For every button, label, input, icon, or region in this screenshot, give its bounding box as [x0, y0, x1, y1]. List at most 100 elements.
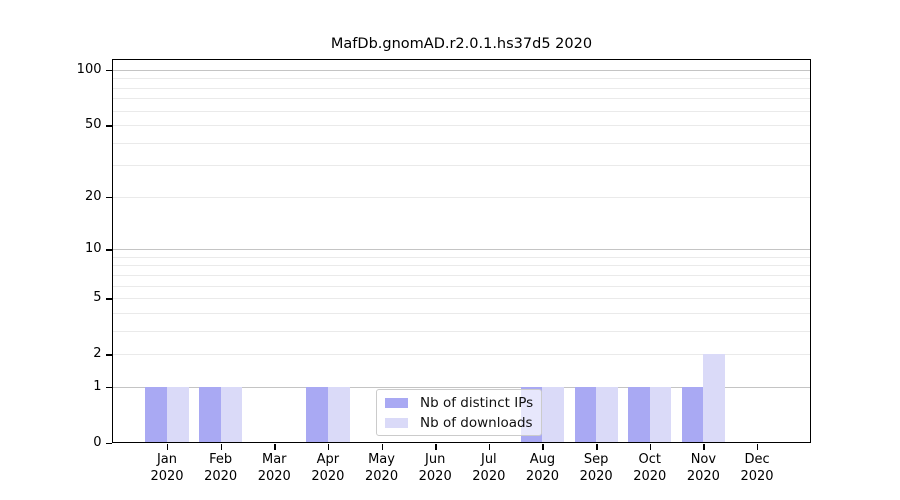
bar-apr-downloads	[327, 386, 350, 443]
x-tick-year: 2020	[311, 468, 345, 484]
x-tick-label: Jul 2020	[457, 452, 521, 485]
x-tick-month: Oct	[638, 452, 661, 467]
x-tick-label: Dec 2020	[725, 452, 789, 485]
x-tick-mark	[757, 444, 759, 450]
x-tick-year: 2020	[257, 468, 291, 484]
x-tick-year: 2020	[418, 468, 452, 484]
legend-entry-distinct-ips: Nb of distinct IPs	[377, 394, 541, 411]
x-tick-label: Nov 2020	[671, 452, 735, 485]
x-tick-year: 2020	[365, 468, 399, 484]
y-tick-mark	[105, 69, 112, 72]
y-tick-label: 5	[93, 290, 102, 306]
plot-area	[112, 59, 811, 443]
bar-jan-downloads	[167, 386, 189, 443]
gridline-minor	[112, 142, 811, 144]
y-tick-label: 1	[93, 378, 102, 394]
x-tick-mark	[220, 444, 223, 450]
legend-swatch-downloads	[385, 417, 408, 428]
gridline-major	[112, 125, 811, 127]
x-tick-mark	[167, 444, 169, 450]
x-tick-label: Sep 2020	[564, 452, 628, 485]
bar-aug-downloads	[542, 386, 565, 443]
y-tick-label: 0	[93, 435, 102, 450]
gridline-minor	[112, 98, 811, 100]
bar-sep-ips	[574, 386, 597, 443]
x-tick-mark	[435, 444, 437, 450]
gridline-minor	[112, 110, 811, 112]
gridline-major	[112, 249, 811, 251]
x-tick-mark	[381, 444, 383, 450]
x-tick-label: Jun 2020	[403, 452, 467, 485]
gridline-minor	[112, 312, 811, 314]
x-tick-label: Aug 2020	[510, 452, 574, 485]
x-tick-year: 2020	[740, 468, 774, 484]
gridline-major	[112, 196, 811, 198]
chart-title: MafDb.gnomAD.r2.0.1.hs37d5 2020	[330, 36, 593, 52]
x-tick-month: Nov	[690, 452, 717, 467]
legend-swatch-distinct-ips	[385, 397, 408, 408]
gridline-major	[112, 386, 811, 388]
x-tick-month: Aug	[529, 452, 556, 467]
bar-jan-ips	[145, 386, 167, 443]
x-tick-year: 2020	[633, 468, 667, 484]
bar-oct-downloads	[649, 386, 672, 443]
gridline-minor	[112, 87, 811, 89]
x-tick-month: Feb	[209, 452, 233, 467]
x-tick-month: May	[368, 452, 395, 467]
x-tick-mark	[542, 444, 544, 450]
x-tick-year: 2020	[686, 468, 720, 484]
x-tick-mark	[488, 444, 491, 450]
bar-nov-downloads	[703, 354, 725, 443]
gridline-minor	[112, 330, 811, 332]
x-tick-month: Sep	[583, 452, 609, 467]
gridline-minor	[112, 274, 811, 276]
gridline-minor	[112, 78, 811, 80]
x-tick-mark	[327, 444, 330, 450]
gridline-major	[112, 298, 811, 300]
x-tick-label: Feb 2020	[189, 452, 253, 485]
y-tick-mark	[105, 443, 112, 445]
x-tick-label: Mar 2020	[242, 452, 306, 485]
x-tick-label: May 2020	[350, 452, 414, 485]
gridline-minor	[112, 265, 811, 267]
x-tick-month: Apr	[316, 452, 340, 467]
x-tick-mark	[649, 444, 652, 450]
x-tick-year: 2020	[150, 468, 184, 484]
gridline-minor	[112, 285, 811, 287]
y-tick-label: 100	[76, 61, 102, 77]
gridline-major	[112, 69, 811, 71]
legend-entry-downloads: Nb of downloads	[377, 414, 541, 431]
y-tick-mark	[105, 298, 112, 300]
x-tick-year: 2020	[472, 468, 506, 484]
x-tick-mark	[596, 444, 598, 450]
y-tick-mark	[105, 354, 112, 356]
x-tick-year: 2020	[579, 468, 613, 484]
x-tick-label: Apr 2020	[296, 452, 360, 485]
bar-oct-ips	[628, 386, 650, 443]
bar-apr-ips	[306, 386, 328, 443]
gridline-minor	[112, 256, 811, 258]
x-tick-year: 2020	[525, 468, 560, 484]
y-tick-label: 10	[84, 241, 102, 257]
bar-nov-ips	[681, 386, 704, 443]
x-tick-month: Jul	[480, 452, 497, 467]
x-tick-month: Mar	[262, 452, 287, 467]
x-tick-label: Jan 2020	[135, 452, 199, 485]
gridline-minor	[112, 165, 811, 167]
x-tick-mark	[274, 444, 276, 450]
bar-feb-downloads	[220, 386, 243, 443]
legend-label-distinct-ips: Nb of distinct IPs	[420, 394, 534, 411]
y-tick-label: 20	[84, 188, 102, 204]
y-tick-mark	[105, 249, 112, 251]
bar-feb-ips	[199, 386, 221, 443]
x-tick-label: Oct 2020	[618, 452, 682, 485]
y-tick-mark	[105, 196, 112, 199]
x-tick-month: Dec	[744, 452, 770, 467]
y-tick-mark	[105, 125, 112, 127]
y-tick-mark	[105, 386, 112, 389]
gridline-major	[112, 354, 811, 356]
bar-sep-downloads	[596, 386, 618, 443]
legend-label-downloads: Nb of downloads	[420, 414, 533, 431]
x-tick-month: Jun	[425, 452, 446, 467]
